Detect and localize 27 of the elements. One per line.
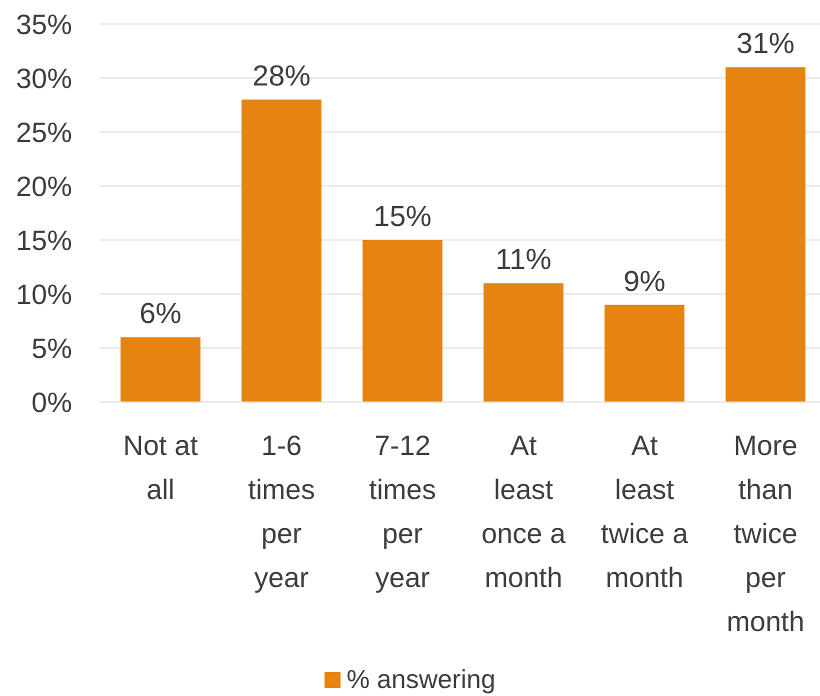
y-tick-label: 5% bbox=[32, 332, 72, 364]
y-tick-label: 15% bbox=[16, 224, 72, 256]
text: 31% bbox=[736, 28, 795, 60]
text: 11% bbox=[496, 244, 552, 276]
x-tick-label: Not at all bbox=[123, 430, 198, 505]
y-tick-label: 20% bbox=[16, 170, 72, 202]
x-tick-label: At least once a month bbox=[481, 430, 566, 593]
x-tick-label: 1-6 times per year bbox=[248, 430, 315, 593]
bar bbox=[604, 304, 684, 402]
bar bbox=[242, 100, 322, 402]
y-tick-label: 25% bbox=[16, 116, 72, 148]
text: 28% bbox=[252, 60, 311, 93]
y-tick-label: 30% bbox=[16, 62, 72, 94]
y-tick-label: 35% bbox=[16, 8, 72, 40]
bar bbox=[362, 240, 442, 402]
x-tick-label: 7-12 times per year bbox=[369, 430, 436, 593]
x-tick-label: At least twice a month bbox=[600, 430, 688, 593]
text: 9% bbox=[624, 266, 666, 298]
text: 6% bbox=[140, 298, 182, 330]
bar bbox=[120, 337, 200, 402]
bar bbox=[484, 283, 564, 402]
bar bbox=[726, 67, 806, 402]
y-tick-label: 10% bbox=[16, 278, 72, 310]
legend-label: % answering bbox=[346, 664, 496, 694]
x-tick-label: More than twice per month bbox=[726, 430, 804, 637]
y-tick-label: 0% bbox=[32, 386, 72, 418]
text: 15% bbox=[373, 201, 432, 233]
